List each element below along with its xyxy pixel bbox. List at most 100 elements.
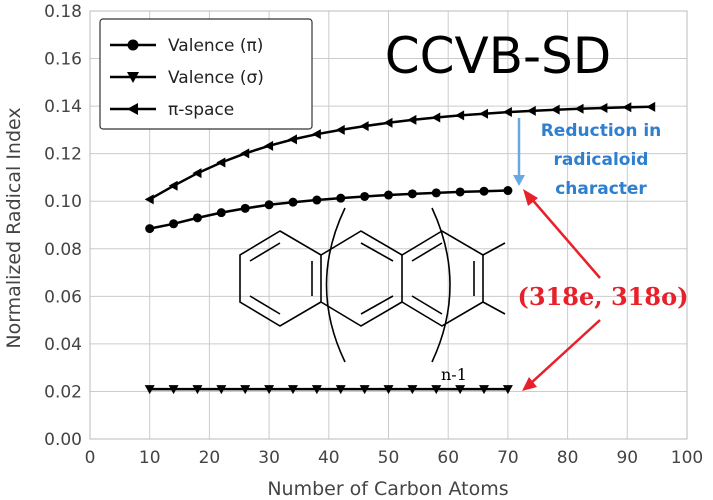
plot-frame <box>89 10 688 440</box>
x-tick-label: 60 <box>437 448 459 468</box>
legend-entry-valence-pi: Valence (π) <box>110 36 263 56</box>
data-point-pi-space <box>622 102 632 113</box>
data-point-pi-space <box>383 117 393 128</box>
y-tick-label: 0.10 <box>44 192 82 212</box>
data-point-pi-space <box>144 194 154 205</box>
data-point-valence-pi <box>455 187 465 197</box>
series-line-pi-space <box>149 105 652 201</box>
data-point-valence-pi <box>431 188 441 198</box>
data-point-valence-pi <box>169 219 179 229</box>
x-tick-label: 70 <box>497 448 519 468</box>
molecule-bond-stub-top <box>482 242 506 256</box>
molecule-double-bond-5 <box>360 295 394 315</box>
reduction-note-line-1: Reduction in <box>541 121 662 141</box>
data-point-pi-space <box>287 134 297 145</box>
data-point-valence-sigma <box>264 385 275 395</box>
reduction-note-line-3: character <box>555 179 647 199</box>
data-point-pi-space <box>574 103 584 114</box>
data-point-valence-pi <box>503 186 513 196</box>
data-point-valence-pi <box>312 195 322 205</box>
active-space-label: (318e, 318o) <box>518 282 689 311</box>
data-point-pi-space <box>646 101 656 112</box>
active-space-arrowhead-upper <box>523 189 538 206</box>
x-tick-label: 20 <box>199 448 221 468</box>
data-point-pi-space <box>455 110 465 121</box>
x-tick-label: 90 <box>616 448 638 468</box>
data-point-valence-pi <box>407 189 417 199</box>
y-tick-label: 0.18 <box>44 2 82 22</box>
data-point-pi-space <box>407 114 417 125</box>
legend-label-pi-space: π-space <box>168 100 234 120</box>
molecule-right-parenthesis <box>431 207 451 363</box>
molecule-ring-2 <box>320 230 403 327</box>
data-point-valence-sigma <box>455 385 466 395</box>
data-point-valence-pi <box>360 191 370 201</box>
y-tick-label: 0.12 <box>44 145 82 165</box>
series-pi-space <box>144 101 656 205</box>
legend-entry-pi-space: π-space <box>110 100 234 120</box>
method-label: CCVB-SD <box>385 27 612 85</box>
data-point-valence-sigma <box>144 385 155 395</box>
data-point-valence-sigma <box>502 385 513 395</box>
x-tick-labels: 0 10 20 30 40 50 60 70 80 90 100 <box>85 448 704 468</box>
molecule-double-bond-2 <box>249 295 281 315</box>
x-tick-label: 40 <box>318 448 340 468</box>
legend-marker-pi-space <box>127 103 138 115</box>
x-axis-label: Number of Carbon Atoms <box>267 478 508 500</box>
data-point-pi-space <box>311 129 321 140</box>
molecule-bond-stub-bottom <box>482 301 506 315</box>
data-point-valence-sigma <box>240 385 251 395</box>
legend-box <box>99 18 313 130</box>
data-point-pi-space <box>192 168 202 179</box>
molecule-double-bond-1 <box>249 242 281 262</box>
active-space-arrow-lower <box>529 319 601 385</box>
data-point-valence-sigma <box>287 385 298 395</box>
legend: Valence (π) Valence (σ) π-space <box>99 18 313 130</box>
data-point-valence-pi <box>479 186 489 196</box>
molecule-double-bond-8 <box>411 295 443 315</box>
data-point-pi-space <box>526 105 536 116</box>
data-point-pi-space <box>502 107 512 118</box>
molecule-left-parenthesis <box>325 207 346 363</box>
y-axis-label: Normalized Radical Index <box>3 107 25 348</box>
data-point-valence-sigma <box>168 385 179 395</box>
data-point-valence-pi <box>264 200 274 210</box>
active-space-arrowhead-lower <box>522 377 537 391</box>
x-tick-label: 50 <box>378 448 400 468</box>
x-tick-label: 10 <box>139 448 161 468</box>
y-tick-label: 0.08 <box>44 240 82 260</box>
series-layer <box>144 101 656 395</box>
data-point-valence-sigma <box>431 385 442 395</box>
data-point-valence-pi <box>145 224 155 234</box>
data-point-pi-space <box>168 180 178 191</box>
data-point-valence-sigma <box>192 385 203 395</box>
legend-label-valence-sigma: Valence (σ) <box>168 68 264 88</box>
y-tick-label: 0.00 <box>44 430 82 450</box>
data-point-pi-space <box>240 148 250 159</box>
x-tick-label: 100 <box>671 448 703 468</box>
y-tick-label: 0.06 <box>44 287 82 307</box>
y-tick-label: 0.04 <box>44 335 82 355</box>
data-point-valence-sigma <box>479 385 490 395</box>
y-tick-label: 0.16 <box>44 50 82 70</box>
y-tick-label: 0.14 <box>44 97 82 117</box>
data-point-valence-sigma <box>383 385 394 395</box>
data-point-valence-sigma <box>216 385 227 395</box>
x-tick-label: 30 <box>258 448 280 468</box>
data-point-valence-sigma <box>335 385 346 395</box>
data-point-valence-sigma <box>311 385 322 395</box>
acene-structure-drawing <box>239 207 506 363</box>
x-tick-label: 80 <box>557 448 579 468</box>
data-point-valence-pi <box>192 213 202 223</box>
legend-label-valence-pi: Valence (π) <box>168 36 263 56</box>
active-space-arrow-upper <box>529 196 601 279</box>
data-point-pi-space <box>550 104 560 115</box>
series-valence-pi <box>145 186 513 234</box>
data-point-valence-pi <box>216 208 226 218</box>
data-point-valence-sigma <box>359 385 370 395</box>
data-point-pi-space <box>216 157 226 168</box>
series-line-valence-pi <box>149 189 508 230</box>
data-point-pi-space <box>598 103 608 114</box>
data-point-valence-pi <box>336 193 346 203</box>
